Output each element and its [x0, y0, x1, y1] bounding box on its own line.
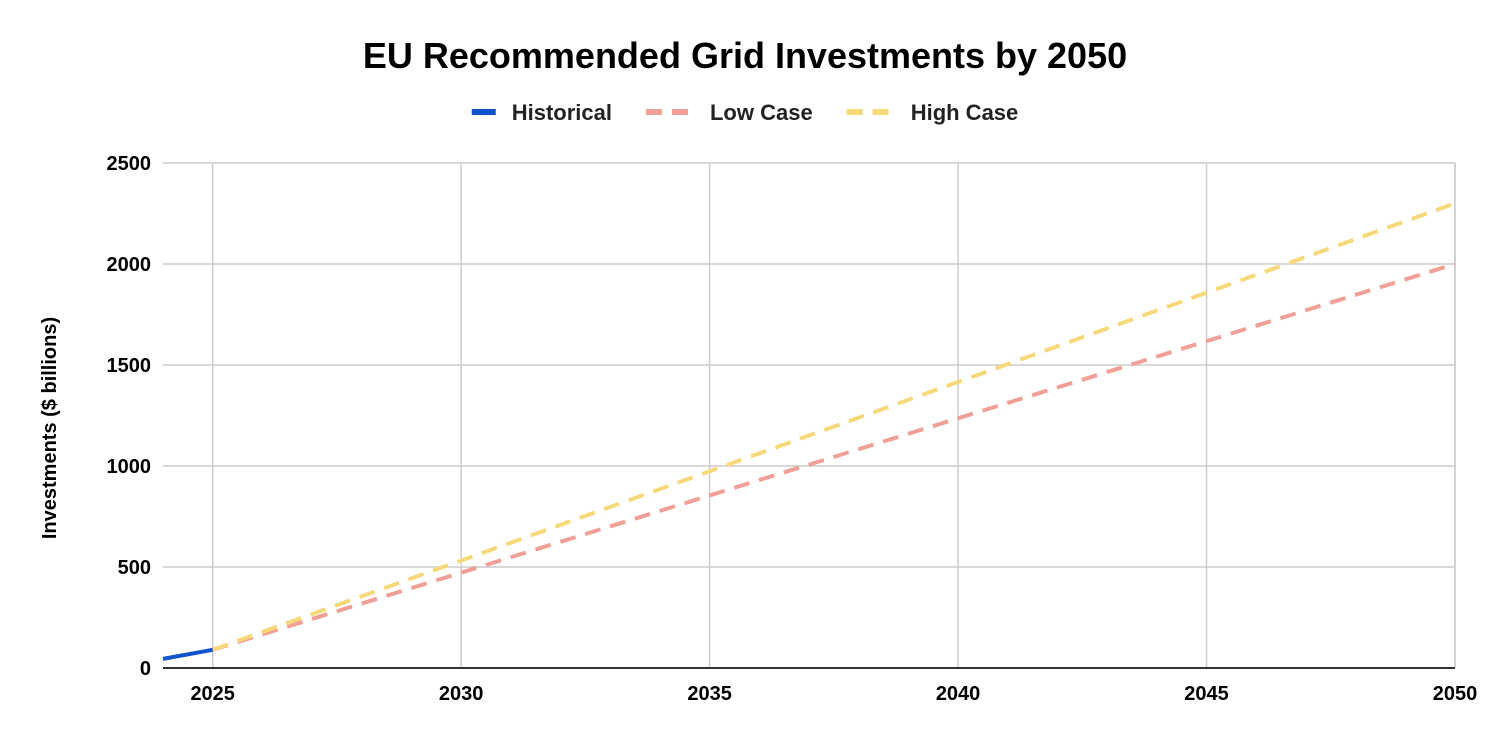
- legend-label: Low Case: [710, 100, 813, 125]
- legend-item-low-case: Low Case: [645, 100, 813, 125]
- x-tick-label: 2035: [687, 683, 732, 705]
- x-tick-label: 2040: [936, 683, 981, 705]
- y-tick-label: 0: [140, 658, 151, 680]
- legend: Historical Low Case High Case: [471, 100, 1019, 125]
- legend-label: High Case: [911, 100, 1019, 125]
- tick-labels: 0 500 1000 1500 2000 2500 2025 2030 2035 2040 2045…: [107, 153, 1478, 705]
- y-tick-label: 2000: [107, 254, 152, 276]
- legend-item-historical: Historical: [471, 100, 612, 125]
- y-tick-label: 2500: [107, 153, 152, 175]
- gridlines: [163, 162, 1456, 668]
- series-line-historical: [162, 647, 214, 661]
- chart-title: EU Recommended Grid Investments by 2050: [363, 35, 1127, 76]
- legend-item-high-case: High Case: [846, 100, 1019, 125]
- x-tick-label: 2030: [439, 683, 484, 705]
- x-tick-label: 2050: [1433, 683, 1478, 705]
- legend-label: Historical: [512, 100, 612, 125]
- y-tick-label: 1000: [107, 456, 152, 478]
- y-axis-label: Investments ($ billions): [39, 317, 61, 539]
- y-tick-label: 1500: [107, 355, 152, 377]
- y-tick-label: 500: [118, 557, 151, 579]
- series-line-low-case: [212, 262, 1456, 652]
- series-line-high-case: [212, 201, 1456, 652]
- x-tick-label: 2045: [1184, 683, 1229, 705]
- x-tick-label: 2025: [190, 683, 235, 705]
- series-layer: [162, 201, 1456, 661]
